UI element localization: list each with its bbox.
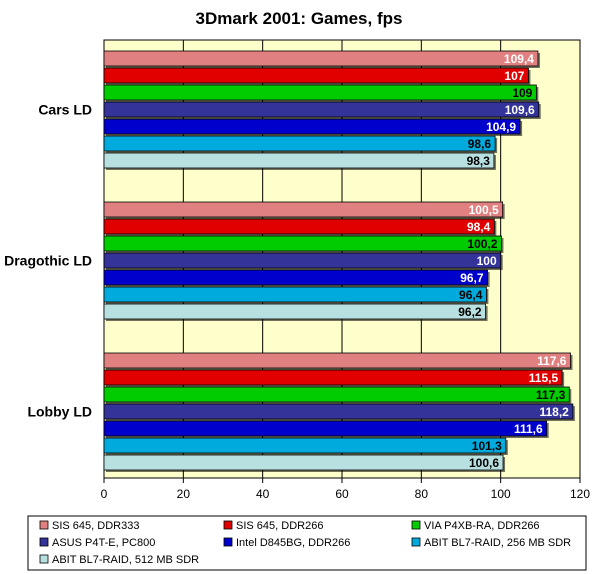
chart-title: 3Dmark 2001: Games, fps	[196, 9, 403, 28]
x-tick-label: 0	[101, 487, 108, 501]
category-labels: Cars LD Dragothic LD Lobby LD	[4, 102, 92, 420]
legend: SIS 645, DDR333 SIS 645, DDR266 VIA P4XB-R…	[27, 515, 587, 571]
legend-entry: ASUS P4T-E, PC800	[52, 537, 155, 549]
bar	[103, 437, 507, 454]
bar	[103, 269, 488, 286]
bar	[103, 67, 529, 84]
data-label: 98,3	[467, 154, 491, 168]
bar	[103, 252, 502, 269]
category-label: Lobby LD	[27, 404, 92, 420]
bar	[103, 386, 570, 403]
legend-entry: SIS 645, DDR333	[52, 520, 139, 532]
x-axis: 0 20 40 60 80 100 120	[101, 478, 590, 501]
legend-swatch	[411, 520, 421, 530]
x-tick-label: 40	[256, 487, 270, 501]
legend-swatch	[223, 537, 233, 547]
data-label: 100,5	[469, 203, 499, 217]
bar	[103, 286, 487, 303]
category-label: Cars LD	[38, 102, 92, 118]
data-label: 117,3	[536, 388, 566, 402]
legend-swatch	[39, 537, 49, 547]
bar	[103, 201, 504, 218]
legend-swatch	[411, 537, 421, 547]
data-label: 117,6	[537, 354, 567, 368]
bar	[103, 420, 548, 437]
category-label: Dragothic LD	[4, 253, 92, 269]
bar	[103, 50, 539, 67]
data-label: 115,5	[529, 371, 559, 385]
legend-swatch	[223, 520, 233, 530]
x-tick-label: 80	[415, 487, 429, 501]
bar	[103, 369, 563, 386]
bar	[103, 352, 571, 369]
data-label: 107	[504, 69, 524, 83]
x-tick-label: 120	[570, 487, 590, 501]
data-label: 98,4	[467, 220, 491, 234]
x-tick-label: 20	[177, 487, 191, 501]
data-label: 100	[477, 254, 497, 268]
data-label: 109	[512, 86, 532, 100]
data-label: 109,6	[505, 103, 535, 117]
bar	[103, 118, 521, 135]
legend-entry: ABIT BL7-RAID, 256 MB SDR	[424, 537, 571, 549]
bar	[103, 218, 495, 235]
data-label: 96,7	[460, 271, 484, 285]
x-tick-label: 100	[491, 487, 511, 501]
value-labels: 109,4 107 109 109,6 104,9 98,6 98,3 100,5 98,4 10…	[458, 52, 569, 470]
bar	[103, 235, 502, 252]
bar	[103, 84, 537, 101]
legend-swatch	[39, 554, 49, 564]
legend-swatch	[39, 520, 49, 530]
bar	[103, 303, 486, 320]
data-label: 104,9	[486, 120, 516, 134]
x-tick-label: 60	[335, 487, 349, 501]
data-label: 109,4	[504, 52, 534, 66]
bars	[103, 50, 575, 472]
data-label: 98,6	[468, 137, 492, 151]
bar	[103, 403, 574, 420]
legend-entry: Intel D845BG, DDR266	[236, 537, 350, 549]
data-label: 100,6	[469, 456, 499, 470]
legend-box	[27, 515, 587, 571]
data-label: 101,3	[472, 439, 502, 453]
legend-entry: ABIT BL7-RAID, 512 MB SDR	[52, 554, 199, 566]
data-label: 96,4	[459, 288, 483, 302]
data-label: 100,2	[467, 237, 497, 251]
data-label: 96,2	[458, 305, 482, 319]
bar	[103, 152, 495, 169]
legend-entry: SIS 645, DDR266	[236, 520, 323, 532]
data-label: 118,2	[539, 405, 569, 419]
bar	[103, 454, 504, 471]
legend-entry: VIA P4XB-RA, DDR266	[424, 520, 540, 532]
data-label: 111,6	[514, 422, 543, 436]
bar	[103, 135, 496, 152]
bar	[103, 101, 540, 118]
